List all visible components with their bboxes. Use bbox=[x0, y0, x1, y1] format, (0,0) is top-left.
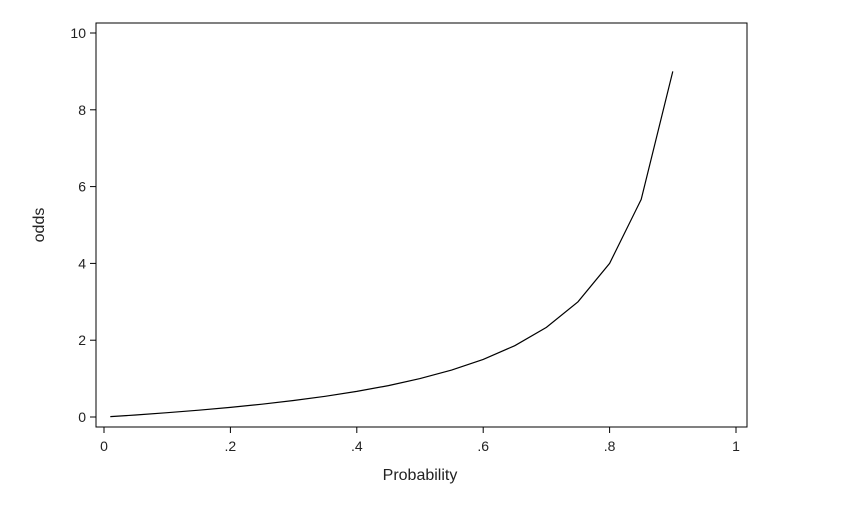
series-layer bbox=[110, 71, 674, 418]
x-tick-label: 0 bbox=[100, 438, 108, 454]
x-tick-label: 1 bbox=[732, 438, 740, 454]
x-tick-label: .4 bbox=[351, 438, 363, 454]
y-tick-label: 10 bbox=[70, 25, 86, 41]
x-axis-title: Probability bbox=[383, 467, 458, 484]
series-line-0 bbox=[110, 71, 674, 418]
y-tick-label: 2 bbox=[78, 332, 86, 348]
x-tick-label: .6 bbox=[477, 438, 489, 454]
y-tick-label: 6 bbox=[78, 179, 86, 195]
y-axis-title: odds bbox=[31, 208, 48, 243]
x-tick-label: .2 bbox=[225, 438, 237, 454]
y-tick-label: 0 bbox=[78, 409, 86, 425]
y-axis: 0 2 4 6 8 10 bbox=[70, 25, 96, 425]
x-axis: 0 .2 .4 .6 .8 1 bbox=[100, 427, 740, 454]
y-tick-label: 4 bbox=[78, 255, 86, 271]
plot-frame bbox=[95, 22, 748, 428]
y-tick-label: 8 bbox=[78, 102, 86, 118]
x-tick-label: .8 bbox=[604, 438, 616, 454]
